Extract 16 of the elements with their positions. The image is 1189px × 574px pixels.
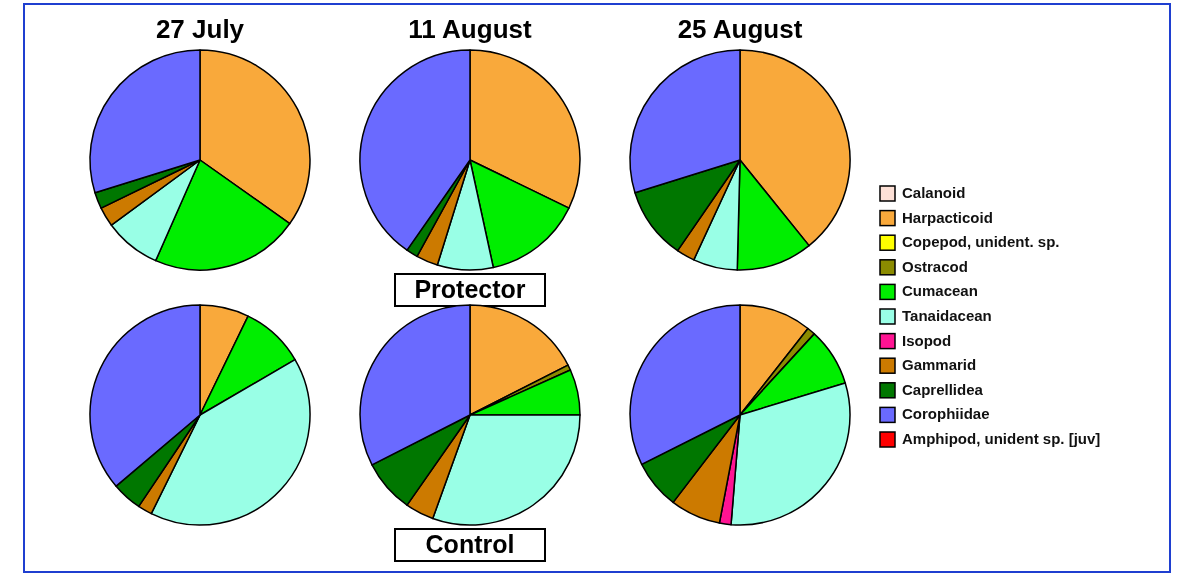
text: Control [425,530,515,558]
text: Protector [414,275,526,303]
chart-title: 25 August [677,14,803,44]
legend-label: Cumacean [902,282,978,300]
legend-label: Copepod, unident. sp. [902,233,1060,251]
legend-label: Isopod [902,331,952,349]
legend-label: Amphipod, unident sp. [juv] [902,430,1101,447]
chart-title: 27 July [155,14,245,44]
legend-label: Gammarid [902,356,977,374]
legend-label: Tanaidacean [902,307,992,324]
legend-label: Harpacticoid [902,208,993,226]
legend-label: Calanoid [902,184,966,201]
legend-label: Ostracod [902,257,968,275]
legend-label: Caprellidea [902,380,984,398]
chart-title: 11 August [408,14,532,44]
legend-label: Corophiidae [902,405,990,423]
